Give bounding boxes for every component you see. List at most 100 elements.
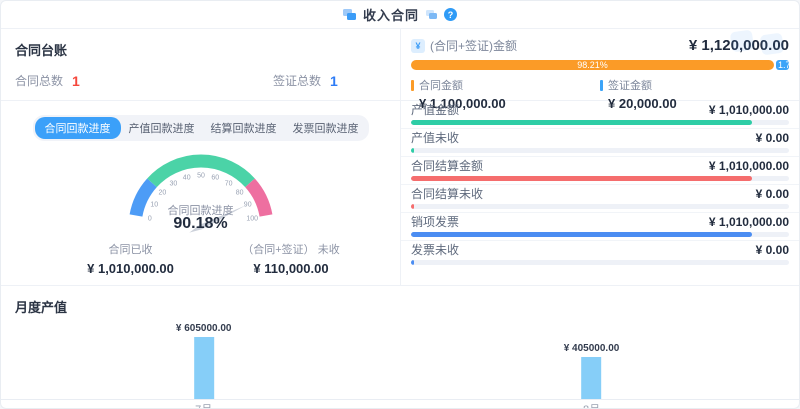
- ratio-legend: 合同金额 ¥ 1,100,000.00 签证金额 ¥ 20,000.00: [411, 77, 789, 111]
- metric-row: 合同结算未收 ¥ 0.00: [401, 185, 799, 213]
- metrics-list: 产值金额 ¥ 1,010,000.00 产值未收 ¥ 0.00 合同结算金额 ¥ 1,01…: [401, 101, 799, 268]
- metric-value: ¥ 0.00: [755, 243, 789, 257]
- legend-contract: 合同金额 ¥ 1,100,000.00: [411, 77, 600, 111]
- metric-bar-fill: [411, 148, 415, 153]
- summary-header-row: ¥ (合同+签证)金额 ¥ 1,120,000.00: [411, 37, 789, 54]
- gauge-tick-label: 0: [147, 216, 151, 223]
- metric-value: ¥ 1,010,000.00: [708, 215, 789, 229]
- legend-contract-value: ¥ 1,100,000.00: [419, 96, 506, 111]
- monthly-title: 月度产值: [15, 300, 68, 315]
- x-axis-label: 7月: [195, 401, 212, 408]
- x-axis-label: 8月: [583, 401, 600, 408]
- gauge-tick-label: 70: [224, 180, 232, 187]
- watermark: [729, 29, 755, 53]
- ledger-section: 合同台账 合同总数 1 签证总数 1: [1, 29, 400, 101]
- bar-rect: [581, 357, 602, 399]
- metric-bar-fill: [411, 260, 415, 265]
- contract-count: 合同总数 1: [15, 72, 80, 89]
- gauge-needle: [188, 205, 246, 233]
- received-stat-value: ¥ 1,010,000.00: [87, 261, 174, 276]
- metric-bar-fill: [411, 176, 752, 181]
- legend-contract-marker: [411, 79, 414, 91]
- gauge-tick-label: 100: [246, 216, 258, 223]
- metric-bar-fill: [411, 204, 415, 209]
- summary-label-group: ¥ (合同+签证)金额: [411, 37, 517, 54]
- gauge-tick-label: 80: [235, 190, 243, 197]
- summary-total: ¥ 1,120,000.00: [688, 37, 789, 54]
- main-panels: 合同台账 合同总数 1 签证总数 1 合同回款进度 产值回款进度 结算回款进度 发票回…: [1, 29, 799, 285]
- x-axis-line: [1, 399, 799, 400]
- tab-3[interactable]: 结算回款进度: [210, 123, 277, 135]
- monthly-output-section: 月度产值 ¥ 605000.00 7月 ¥ 405000.00 8月: [1, 285, 799, 408]
- visa-count-label: 签证总数: [273, 74, 322, 88]
- help-icon[interactable]: ?: [444, 8, 457, 21]
- metric-bar-fill: [411, 232, 752, 237]
- gauge-tick-label: 60: [211, 175, 219, 182]
- metric-label: 合同结算未收: [411, 187, 484, 201]
- bar-column-8月: ¥ 405000.00: [563, 343, 620, 399]
- bar-value-label: ¥ 605000.00: [175, 323, 232, 334]
- bar-column-7月: ¥ 605000.00: [176, 323, 232, 399]
- document-icon: [342, 9, 356, 20]
- ledger-stats: 合同总数 1 签证总数 1: [15, 72, 386, 89]
- gauge-tick-label: 90: [243, 202, 251, 209]
- gauge-title: 合同回款进度: [167, 205, 234, 217]
- metric-bar-track: [411, 120, 789, 125]
- left-panel: 合同台账 合同总数 1 签证总数 1 合同回款进度 产值回款进度 结算回款进度 发票回…: [1, 29, 400, 285]
- watermark: [759, 32, 785, 56]
- tab-2[interactable]: 产值回款进度: [128, 123, 195, 135]
- gauge-tick-label: 10: [150, 202, 158, 209]
- ratio-bar-visa: 1.79%: [776, 60, 789, 70]
- collection-progress-section: 合同回款进度 产值回款进度 结算回款进度 发票回款进度 0 10 20 30 40 50 60 70…: [1, 115, 400, 285]
- gauge-tick-label: 20: [158, 190, 166, 197]
- gauge-tick-label: 50: [197, 173, 205, 180]
- received-stat-label: 合同已收: [108, 244, 153, 256]
- tab-1[interactable]: 合同回款进度: [34, 117, 121, 139]
- ledger-title: 合同台账: [15, 43, 68, 58]
- unreceived-stat-label: （合同+签证） 未收: [242, 244, 340, 256]
- amount-summary: ¥ (合同+签证)金额 ¥ 1,120,000.00 98.21% 1.79% …: [401, 29, 799, 111]
- visa-count-value: 1: [330, 72, 338, 89]
- metric-bar-track: [411, 176, 789, 181]
- legend-visa-label: 签证金额: [608, 80, 652, 92]
- right-panel: ¥ (合同+签证)金额 ¥ 1,120,000.00 98.21% 1.79% …: [400, 29, 799, 285]
- metric-value: ¥ 1,010,000.00: [708, 159, 789, 173]
- metric-label: 合同结算金额: [411, 159, 484, 173]
- metric-label: 销项发票: [411, 215, 460, 229]
- metric-value: ¥ 0.00: [755, 131, 789, 145]
- ratio-bar-contract: 98.21%: [411, 60, 774, 70]
- page-title: 收入合同: [362, 8, 419, 23]
- bar-value-label: ¥ 405000.00: [563, 343, 620, 354]
- metric-row: 发票未收 ¥ 0.00: [401, 241, 799, 268]
- metric-value: ¥ 1,010,000.00: [708, 103, 789, 117]
- tab-4[interactable]: 发票回款进度: [292, 123, 359, 135]
- legend-visa-value: ¥ 20,000.00: [608, 96, 677, 111]
- metric-row: 合同结算金额 ¥ 1,010,000.00: [401, 157, 799, 185]
- contract-count-label: 合同总数: [15, 74, 64, 88]
- metric-row: 产值未收 ¥ 0.00: [401, 129, 799, 157]
- legend-visa: 签证金额 ¥ 20,000.00: [600, 77, 789, 111]
- metric-row: 产值金额 ¥ 1,010,000.00: [401, 101, 799, 129]
- metric-value: ¥ 0.00: [755, 187, 789, 201]
- metric-label: 发票未收: [411, 243, 460, 257]
- gauge-value: 90.18%: [173, 215, 228, 232]
- metric-bar-fill: [411, 120, 752, 125]
- received-stat: 合同已收 ¥ 1,010,000.00: [73, 241, 188, 276]
- visa-count: 签证总数 1: [273, 72, 338, 89]
- gauge-wrapper: 0 10 20 30 40 50 60 70 80 90 100 合同回款进度 90.18%: [96, 143, 306, 252]
- legend-visa-marker: [600, 79, 603, 91]
- metric-bar-track: [411, 232, 789, 237]
- unreceived-stat-value: ¥ 110,000.00: [253, 261, 329, 276]
- metric-bar-track: [411, 204, 789, 209]
- progress-tabs: 合同回款进度 产值回款进度 结算回款进度 发票回款进度: [32, 115, 369, 141]
- bar-rect: [193, 337, 214, 399]
- money-doc-icon: ¥: [411, 38, 425, 53]
- gauge-arc-segment: [129, 178, 157, 217]
- metric-label: 产值未收: [411, 131, 460, 145]
- contract-count-value: 1: [72, 72, 80, 89]
- gauge-tick-label: 40: [182, 175, 190, 182]
- gauge-tick-label: 30: [169, 180, 177, 187]
- unreceived-stat: （合同+签证） 未收 ¥ 110,000.00: [231, 241, 351, 276]
